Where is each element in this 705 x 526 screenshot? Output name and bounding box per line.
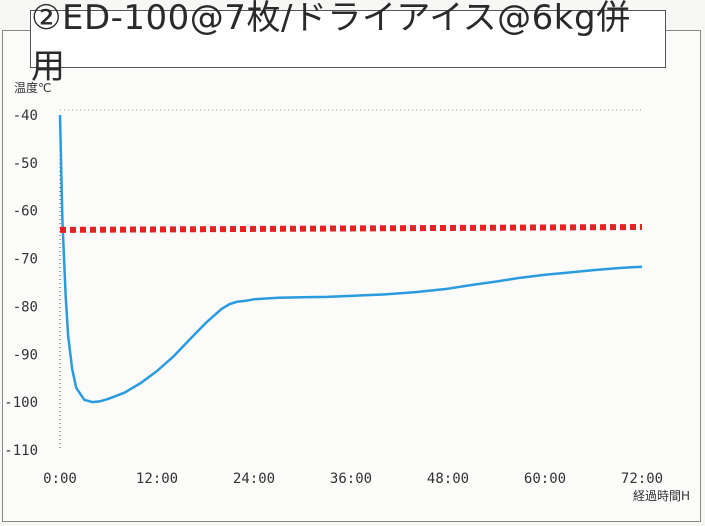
chart-frame (2, 30, 701, 522)
plot-area (58, 114, 643, 404)
y-tick-label: -90 (13, 347, 38, 363)
y-tick-label: -110 (4, 443, 38, 459)
x-tick-label: 24:00 (233, 471, 275, 487)
y-tick-label: -80 (13, 299, 38, 315)
x-tick-label: 60:00 (524, 471, 566, 487)
x-tick-label: 12:00 (136, 471, 178, 487)
y-axis-label: 温度℃ (14, 80, 51, 95)
x-tick-label: 48:00 (427, 471, 469, 487)
threshold-line (59, 224, 643, 233)
chart-title: ②ED-100@7枚/ドライアイス@6kg併用 (31, 0, 631, 87)
y-tick-label: -50 (13, 156, 38, 172)
x-tick-label: 36:00 (330, 471, 372, 487)
y-tick-label: -40 (13, 108, 38, 124)
temperature-line (58, 114, 643, 404)
chart-title-box: ②ED-100@7枚/ドライアイス@6kg併用 (30, 0, 666, 87)
y-ticks: -40 -50 -60 -70 -80 -90 -100 -110 (4, 108, 38, 459)
y-tick-label: -100 (4, 395, 38, 411)
y-tick-label: -70 (13, 252, 38, 268)
x-tick-label: 72:00 (621, 471, 663, 487)
x-tick-label: 0:00 (43, 471, 77, 487)
x-ticks: 0:00 12:00 24:00 36:00 48:00 60:00 72:00 (43, 471, 663, 487)
x-axis-label: 経過時間H (633, 489, 690, 503)
y-tick-label: -60 (13, 204, 38, 220)
